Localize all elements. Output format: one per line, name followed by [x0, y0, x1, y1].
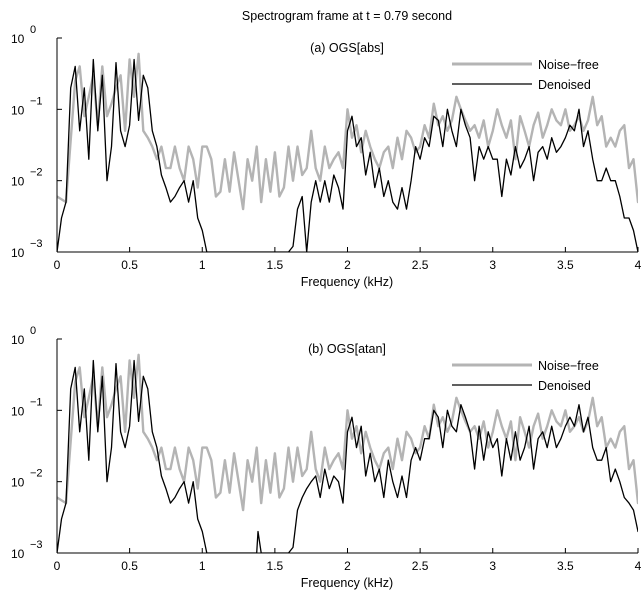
plot-area [57, 52, 638, 252]
y-tick-exponent: −3 [30, 238, 43, 250]
x-tick-label: 3 [489, 258, 496, 272]
series-line-denoised [57, 359, 638, 553]
x-tick-label: 4 [635, 559, 642, 573]
y-tick-label: 10 [11, 547, 25, 561]
legend-label-denoised: Denoised [538, 78, 591, 92]
x-tick-label: 0 [54, 559, 61, 573]
plot-area [57, 353, 638, 553]
panel-title: (a) OGS[abs] [310, 41, 384, 55]
chart-panel-b: 0 0.5 1 1.5 2 2.5 3 3.5 4 10 0 10 −1 10 −2 10 −3 (b) OGS[… [11, 325, 642, 590]
y-tick-exponent: −3 [30, 539, 43, 551]
y-tick-exponent: −2 [30, 167, 43, 179]
x-tick-label: 3 [489, 559, 496, 573]
y-tick-label: 10 [11, 103, 25, 117]
panel-title: (b) OGS[atan] [308, 342, 386, 356]
x-tick-label: 1 [199, 559, 206, 573]
series-line-noise-free [57, 52, 638, 211]
y-tick-exponent: −1 [30, 95, 43, 107]
series-line-denoised [57, 58, 638, 252]
legend-label-denoised: Denoised [538, 379, 591, 393]
x-tick-label: 0.5 [121, 258, 138, 272]
legend-label-noise-free: Noise−free [538, 359, 599, 373]
x-tick-label: 0.5 [121, 559, 138, 573]
y-tick-exponent: −1 [30, 396, 43, 408]
x-tick-label: 2 [344, 559, 351, 573]
legend-label-noise-free: Noise−free [538, 58, 599, 72]
y-tick-exponent: −2 [30, 468, 43, 480]
y-tick-label: 10 [11, 404, 25, 418]
x-tick-label: 4 [635, 258, 642, 272]
y-tick-exponent: 0 [30, 24, 36, 36]
x-tick-label: 1 [199, 258, 206, 272]
y-tick-label: 10 [11, 32, 25, 46]
x-tick-label: 2 [344, 258, 351, 272]
x-tick-label: 2.5 [412, 258, 429, 272]
figure-title: Spectrogram frame at t = 0.79 second [242, 9, 452, 23]
x-axis-label: Frequency (kHz) [301, 576, 393, 590]
y-tick-label: 10 [11, 476, 25, 490]
y-tick-label: 10 [11, 246, 25, 260]
y-tick-exponent: 0 [30, 325, 36, 337]
x-tick-label: 2.5 [412, 559, 429, 573]
x-tick-label: 3.5 [557, 559, 574, 573]
chart-panel-a: 0 0.5 1 1.5 2 2.5 3 3.5 4 10 0 10 −1 10 −2 10 −3 (a) OGS[… [11, 24, 642, 289]
x-tick-label: 1.5 [267, 559, 284, 573]
x-tick-label: 3.5 [557, 258, 574, 272]
x-axis-label: Frequency (kHz) [301, 275, 393, 289]
x-tick-label: 0 [54, 258, 61, 272]
series-line-noise-free [57, 353, 638, 512]
y-tick-label: 10 [11, 175, 25, 189]
x-tick-label: 1.5 [267, 258, 284, 272]
y-tick-label: 10 [11, 333, 25, 347]
